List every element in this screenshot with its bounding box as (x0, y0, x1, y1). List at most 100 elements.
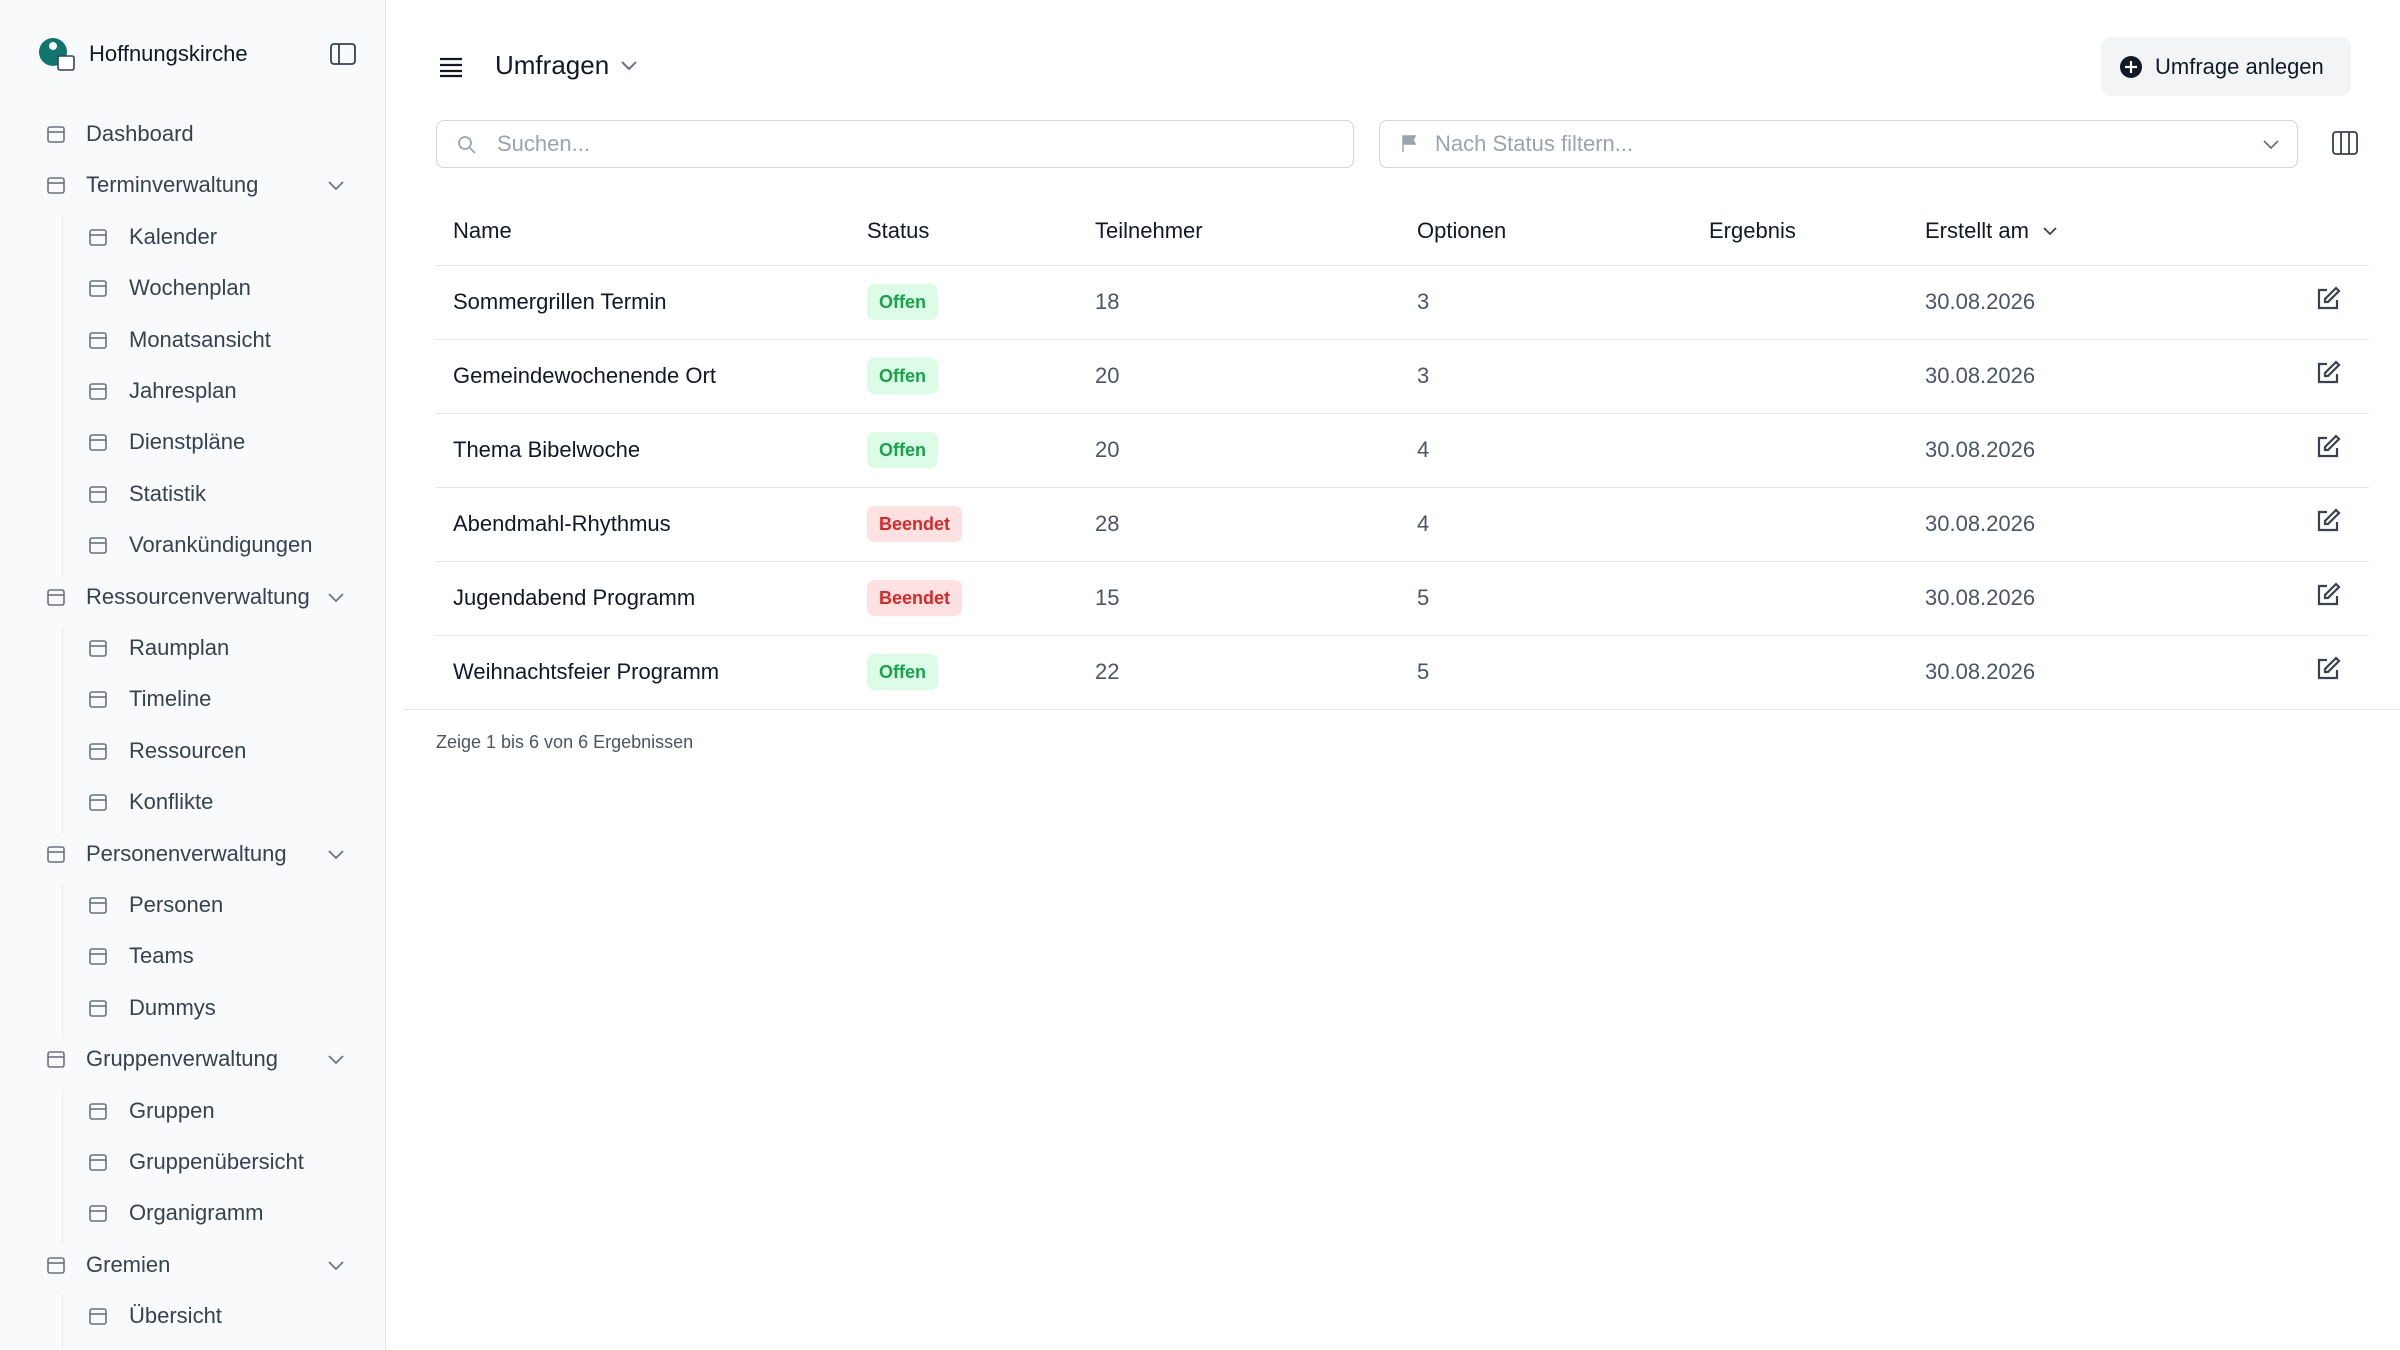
nav-subitem[interactable]: Statistik (129, 480, 207, 506)
nav-icon (89, 434, 107, 452)
edit-button[interactable] (2315, 582, 2341, 608)
nav-subitem[interactable]: Jahresplan (129, 378, 237, 403)
nav-subitem[interactable]: Organigramm (129, 1200, 264, 1226)
nav-item[interactable]: Personenverwaltung (86, 840, 287, 866)
search-icon (458, 136, 476, 154)
column-header: Status (867, 218, 930, 243)
page-title[interactable]: Umfragen (495, 50, 610, 80)
nav-item[interactable]: Ressourcenverwaltung (86, 583, 310, 609)
nav-icon (47, 126, 65, 143)
row-divider (436, 339, 2369, 340)
nav-icon (89, 691, 107, 709)
search-input[interactable]: Suchen... (436, 120, 1354, 168)
sort-indicator[interactable] (2042, 226, 2058, 238)
edit-button[interactable] (2315, 286, 2341, 312)
cell-name: Gemeindewochenende Ort (453, 363, 716, 388)
nav-guide (62, 215, 63, 576)
edit-button[interactable] (2315, 360, 2341, 386)
nav-item[interactable]: Gremien (86, 1251, 171, 1277)
nav-icon (47, 588, 65, 606)
cell-created: 30.08.2026 (1925, 511, 2036, 536)
nav-icon (89, 999, 107, 1017)
filter-placeholder: Nach Status filtern... (1435, 131, 1634, 156)
brand-logo (39, 38, 75, 71)
nav-guide (62, 884, 63, 1039)
cell-participants: 18 (1095, 289, 1120, 314)
nav-subitem[interactable]: Gruppenübersicht (129, 1149, 304, 1174)
nav-chevron[interactable] (327, 592, 345, 604)
nav-chevron[interactable] (327, 1260, 345, 1272)
cell-name: Thema Bibelwoche (453, 437, 641, 462)
cell-created: 30.08.2026 (1925, 363, 2036, 388)
table-footer: Zeige 1 bis 6 von 6 Ergebnissen (436, 732, 694, 752)
nav-subitem[interactable]: Kalender (129, 223, 218, 249)
cell-participants: 28 (1095, 511, 1120, 536)
nav-item[interactable]: Dashboard (86, 121, 194, 146)
nav-icon (89, 485, 107, 503)
row-divider (436, 635, 2369, 636)
nav-subitem[interactable]: Raumplan (129, 635, 230, 660)
create-button[interactable]: Umfrage anlegen (2101, 37, 2351, 96)
flag-icon (1402, 135, 1417, 152)
edit-button[interactable] (2315, 508, 2341, 534)
nav-icon (89, 537, 107, 554)
nav-subitem[interactable]: Dienstpläne (129, 429, 246, 455)
cell-options: 4 (1417, 511, 1430, 536)
edit-button[interactable] (2315, 434, 2341, 460)
nav-guide (62, 1295, 63, 1347)
nav-icon (89, 640, 107, 657)
column-header[interactable]: Erstellt am (1925, 218, 2029, 243)
nav-subitem[interactable]: Dummys (129, 994, 216, 1020)
nav-item[interactable]: Gruppenverwaltung (86, 1046, 279, 1072)
edit-button[interactable] (2315, 656, 2341, 682)
nav-subitem[interactable]: Ressourcen (129, 737, 247, 763)
menu-icon[interactable] (439, 56, 463, 78)
nav-icon (47, 177, 65, 195)
nav-chevron[interactable] (327, 849, 345, 861)
cell-created: 30.08.2026 (1925, 659, 2036, 684)
nav-subitem[interactable]: Gruppen (129, 1097, 215, 1123)
nav-subitem[interactable]: Personen (129, 892, 224, 917)
nav-subitem[interactable]: Wochenplan (129, 275, 251, 301)
cell-participants: 20 (1095, 363, 1120, 388)
nav-subitem[interactable]: Übersicht (129, 1303, 222, 1329)
column-header: Teilnehmer (1095, 218, 1203, 243)
status-badge: Offen (867, 358, 938, 394)
nav-icon (89, 897, 107, 914)
nav-subitem[interactable]: Monatsansicht (129, 326, 271, 352)
nav-subitem[interactable]: Vorankündigungen (129, 532, 313, 558)
sidebar-toggle[interactable] (330, 43, 356, 65)
nav-icon (89, 1205, 107, 1223)
search-placeholder: Suchen... (497, 131, 590, 156)
nav-subitem[interactable]: Konflikte (129, 789, 214, 815)
cell-options: 3 (1417, 289, 1430, 314)
cell-created: 30.08.2026 (1925, 289, 2036, 314)
nav-item[interactable]: Terminverwaltung (86, 172, 259, 198)
cell-created: 30.08.2026 (1925, 585, 2036, 610)
nav-chevron[interactable] (327, 1054, 345, 1066)
nav-chevron[interactable] (327, 180, 345, 192)
nav-subitem[interactable]: Teams (129, 943, 194, 969)
row-divider (436, 413, 2369, 414)
nav-subitem[interactable]: Timeline (129, 686, 212, 712)
cell-name: Sommergrillen Termin (453, 289, 667, 314)
columns-toggle[interactable] (2332, 131, 2358, 155)
row-divider (436, 487, 2369, 488)
cell-created: 30.08.2026 (1925, 437, 2036, 462)
status-badge: Offen (867, 284, 938, 320)
column-header: Name (453, 218, 512, 243)
row-divider (436, 561, 2369, 562)
cell-name: Jugendabend Programm (453, 585, 696, 610)
status-badge: Beendet (867, 506, 963, 542)
cell-participants: 15 (1095, 585, 1120, 610)
nav-icon (89, 742, 107, 760)
header-divider (436, 265, 2369, 266)
cell-options: 4 (1417, 437, 1430, 462)
nav-icon (89, 1102, 107, 1120)
title-chevron[interactable] (620, 60, 638, 72)
nav-icon (47, 1256, 65, 1274)
status-filter[interactable]: Nach Status filtern... (1379, 120, 2298, 168)
cell-options: 5 (1417, 585, 1430, 610)
nav-icon (89, 948, 107, 966)
main: Umfragen Umfrage anlegen Suchen... Nach … (386, 0, 2400, 1350)
